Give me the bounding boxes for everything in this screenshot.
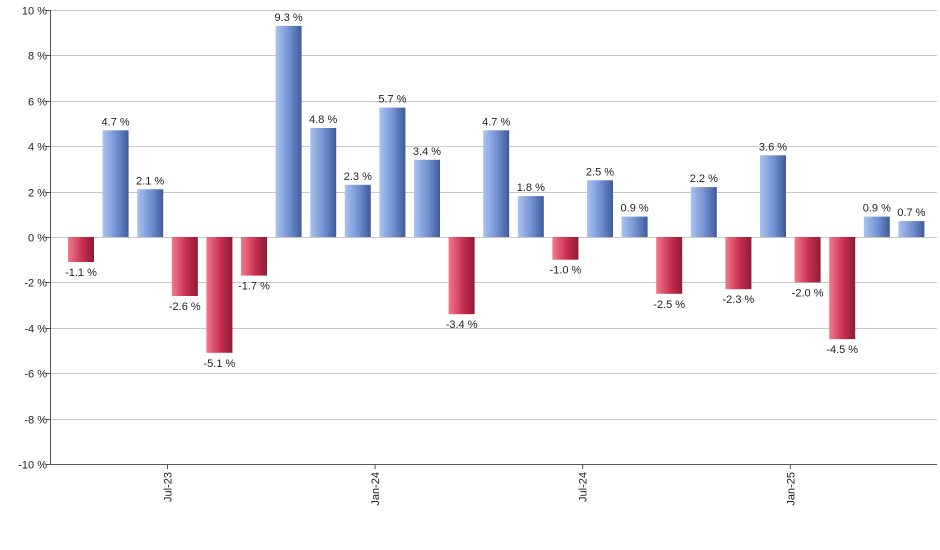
bar-value-label: -5.1 % bbox=[204, 358, 236, 370]
bars bbox=[68, 25, 925, 353]
bar bbox=[448, 237, 475, 315]
y-tick-label: 4 % bbox=[28, 142, 47, 154]
bar bbox=[483, 130, 510, 237]
bar bbox=[863, 216, 890, 237]
bar bbox=[206, 237, 233, 353]
bar bbox=[102, 130, 129, 237]
bar bbox=[275, 25, 302, 238]
bar bbox=[310, 128, 337, 237]
bar bbox=[171, 237, 198, 296]
x-axis-tick-labels: Jul-23 Jan-24 Jul-24 Jan-25 bbox=[163, 464, 797, 506]
axes bbox=[50, 10, 937, 465]
bar-value-label: 4.7 % bbox=[482, 116, 510, 128]
y-tick-label: -4 % bbox=[24, 324, 47, 336]
bar bbox=[794, 237, 821, 283]
bar bbox=[621, 216, 648, 237]
bar-value-label: -1.7 % bbox=[238, 281, 270, 293]
bar bbox=[517, 196, 544, 237]
bar-value-label: 3.6 % bbox=[759, 141, 787, 153]
x-tick-label: Jan-24 bbox=[370, 472, 382, 506]
bar-value-label: 1.8 % bbox=[517, 182, 545, 194]
x-tick-label: Jul-23 bbox=[163, 472, 175, 502]
bar bbox=[898, 221, 925, 237]
bar-value-label: -4.5 % bbox=[826, 344, 858, 356]
bar bbox=[552, 237, 579, 260]
bar-value-label: 2.1 % bbox=[136, 175, 164, 187]
y-tick-label: 2 % bbox=[28, 188, 47, 200]
y-tick-label: 10 % bbox=[22, 6, 47, 18]
bar bbox=[587, 180, 613, 238]
bar-value-label: 4.8 % bbox=[309, 114, 337, 126]
bar bbox=[414, 159, 440, 237]
bar-value-label: -2.5 % bbox=[653, 299, 685, 311]
y-tick-label: -6 % bbox=[24, 369, 47, 381]
x-tick-label: Jan-25 bbox=[785, 472, 797, 506]
bar-value-label: 0.9 % bbox=[621, 203, 649, 215]
bar bbox=[344, 184, 371, 237]
y-tick-label: -10 % bbox=[18, 460, 47, 472]
bar-value-label: 5.7 % bbox=[378, 94, 406, 106]
bar-value-label: -1.0 % bbox=[550, 265, 582, 277]
bar-value-label: 4.7 % bbox=[102, 116, 130, 128]
bar-value-label: -2.6 % bbox=[169, 301, 201, 313]
bar-value-label: -3.4 % bbox=[446, 319, 478, 331]
bar bbox=[725, 237, 752, 290]
y-tick-label: -8 % bbox=[24, 415, 47, 427]
bar bbox=[379, 107, 406, 237]
bar-value-label: 2.3 % bbox=[344, 171, 372, 183]
bar-value-label: -2.3 % bbox=[723, 294, 755, 306]
bar bbox=[68, 237, 94, 262]
bar bbox=[760, 155, 786, 237]
bar bbox=[829, 237, 856, 340]
bar bbox=[656, 237, 683, 294]
bar-value-label: 9.3 % bbox=[275, 12, 303, 24]
bar-value-label: -1.1 % bbox=[65, 267, 97, 279]
y-tick-label: 8 % bbox=[28, 51, 47, 63]
bar-value-label: 2.5 % bbox=[586, 166, 614, 178]
bar bbox=[137, 189, 164, 237]
bar-value-label: 3.4 % bbox=[413, 146, 441, 158]
bar-value-label: 0.7 % bbox=[897, 207, 925, 219]
y-tick-label: 6 % bbox=[28, 97, 47, 109]
x-tick-label: Jul-24 bbox=[578, 472, 590, 502]
bar-value-label: 0.9 % bbox=[863, 203, 891, 215]
bar-value-label: 2.2 % bbox=[690, 173, 718, 185]
bar-value-label: -2.0 % bbox=[792, 287, 824, 299]
y-axis-tick-labels: 10 % 8 % 6 % 4 % 2 % 0 % -2 % -4 % -6 % -8 % -10 % bbox=[18, 6, 47, 472]
bar bbox=[241, 237, 267, 276]
bar bbox=[690, 187, 717, 237]
y-tick-label: 0 % bbox=[28, 233, 47, 245]
bar-value-labels: -1.1 % 4.7 % 2.1 % -2.6 % -5.1 % -1.7 % 9.3 % 4… bbox=[65, 12, 926, 370]
y-tick-label: -2 % bbox=[24, 278, 47, 290]
